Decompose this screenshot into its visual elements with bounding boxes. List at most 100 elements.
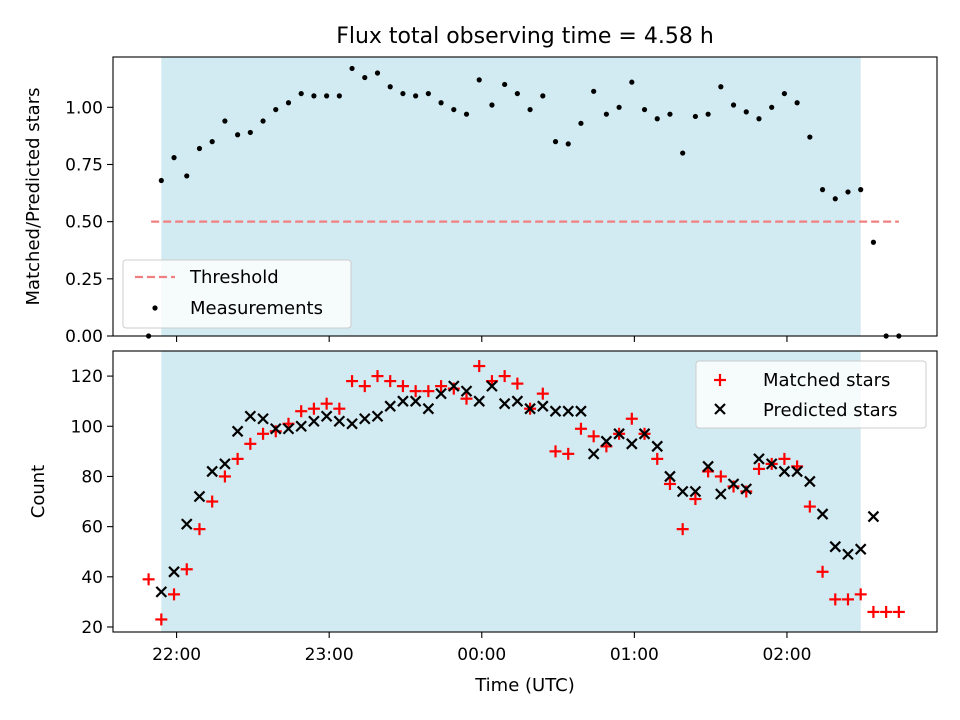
measurement-point xyxy=(540,93,546,99)
measurements-legend-label: Measurements xyxy=(190,298,323,319)
matched-star-point xyxy=(231,452,244,465)
predicted-star-point-b xyxy=(816,508,829,520)
counts-axes-frame xyxy=(112,350,938,633)
ratio-y-axis-label: Matched/Predicted stars xyxy=(23,88,44,306)
predicted-star-point xyxy=(511,395,524,407)
matched-star-point xyxy=(295,405,308,418)
measurement-point xyxy=(298,90,304,97)
measurement-point xyxy=(667,111,673,117)
measurement-point xyxy=(374,70,381,76)
measurement-point xyxy=(870,239,877,245)
predicted-star-point xyxy=(524,402,536,415)
y-tick-label: 0.25 xyxy=(65,270,103,290)
predicted-star-point-b xyxy=(409,395,422,407)
predicted-legend-swatch xyxy=(714,403,726,415)
predicted-star-point xyxy=(842,548,854,561)
predicted-star-point-b xyxy=(180,518,193,530)
predicted-star-point xyxy=(804,475,816,488)
predicted-star-point-b xyxy=(257,412,269,425)
predicted-star-point xyxy=(231,425,244,438)
predicted-star-point-b xyxy=(231,425,244,438)
predicted-star-point xyxy=(587,448,600,460)
predicted-star-point xyxy=(575,405,587,417)
predicted-star-point-b xyxy=(778,465,791,478)
measurement-point xyxy=(336,93,342,99)
predicted-star-point-b xyxy=(829,540,842,553)
x-tick-label: 01:00 xyxy=(610,645,659,665)
predicted-star-point-b xyxy=(384,400,396,412)
measurement-point xyxy=(527,106,533,113)
predicted-star-point xyxy=(715,488,727,500)
measurement-point xyxy=(641,106,648,113)
predicted-star-point-b xyxy=(282,422,295,435)
predicted-star-point-b xyxy=(537,400,549,412)
predicted-star-point xyxy=(778,465,791,478)
predicted-star-point xyxy=(384,400,396,412)
matched-star-point xyxy=(803,500,816,513)
x-tick-label: 22:00 xyxy=(152,645,201,665)
measurement-point xyxy=(845,189,851,195)
measurement-point xyxy=(680,150,686,156)
predicted-star-point-b xyxy=(854,543,867,555)
predicted-star-point xyxy=(282,422,295,435)
predicted-star-point xyxy=(320,410,333,423)
predicted-star-point-b xyxy=(613,428,625,440)
predicted-star-point-b xyxy=(295,420,307,433)
matched-star-point xyxy=(689,493,702,506)
predicted-star-point-b xyxy=(371,410,384,423)
predicted-star-point xyxy=(600,435,613,448)
predicted-star-point-b xyxy=(193,490,206,503)
predicted-star-point xyxy=(155,586,168,598)
counts-axis-ticks: 20 40 60 80 100 120 22:00 23:00 00:00 01:00 02:00 xyxy=(71,367,812,665)
predicted-star-point xyxy=(460,385,473,397)
measurement-point xyxy=(781,90,788,97)
measurement-point xyxy=(819,187,826,193)
y-tick-label: 60 xyxy=(81,518,103,538)
predicted-star-point xyxy=(168,566,180,578)
matched-star-point xyxy=(892,605,905,618)
measurement-point xyxy=(743,109,749,115)
predicted-star-point xyxy=(549,405,562,417)
predicted-star-point-b xyxy=(587,448,600,460)
predicted-star-point xyxy=(740,483,753,495)
predicted-star-point-b xyxy=(460,385,473,397)
predicted-star-point-b xyxy=(804,475,816,488)
predicted-star-point-b xyxy=(397,395,409,407)
x-tick-label: 23:00 xyxy=(305,645,354,665)
predicted-star-point-b xyxy=(702,460,714,473)
predicted-star-point xyxy=(257,412,269,425)
predicted-star-point-b xyxy=(740,483,753,495)
predicted-star-point-b xyxy=(575,405,587,417)
predicted-star-point xyxy=(727,478,740,490)
matched-star-point xyxy=(574,422,587,435)
chart-title: Flux total observing time = 4.58 h xyxy=(336,24,714,49)
measurements-legend-swatch xyxy=(152,305,158,311)
ratio-axis-ticks: 0.00 0.25 0.50 0.75 1.00 xyxy=(65,98,788,347)
predicted-star-point xyxy=(816,508,829,520)
predicted-star-point-b xyxy=(358,412,371,425)
predicted-star-point xyxy=(397,395,409,407)
measurement-point xyxy=(807,134,813,140)
matched-star-point xyxy=(816,565,829,578)
measurement-point xyxy=(692,113,698,120)
measurement-point xyxy=(654,116,660,122)
measurement-point xyxy=(349,65,355,72)
predicted-star-point-b xyxy=(346,417,358,430)
matched-legend-label: Matched stars xyxy=(763,370,890,391)
predicted-star-point xyxy=(358,412,371,425)
matched-star-point xyxy=(841,593,854,606)
y-tick-label: 0.50 xyxy=(65,213,103,233)
predicted-star-point xyxy=(638,428,651,440)
measurement-point xyxy=(858,187,864,193)
matched-star-point xyxy=(625,412,638,425)
ratio-panel: 0.00 0.25 0.50 0.75 1.00 Matched/Predicted s… xyxy=(23,56,938,347)
measurement-point xyxy=(400,90,406,97)
matched-star-point xyxy=(142,573,155,586)
predicted-star-point-b xyxy=(676,485,689,498)
predicted-star-point xyxy=(613,428,625,440)
predicted-star-point-b xyxy=(333,415,346,428)
matched-star-point xyxy=(651,452,664,465)
predicted-star-point-b xyxy=(600,435,613,448)
matched-star-point xyxy=(752,462,765,475)
